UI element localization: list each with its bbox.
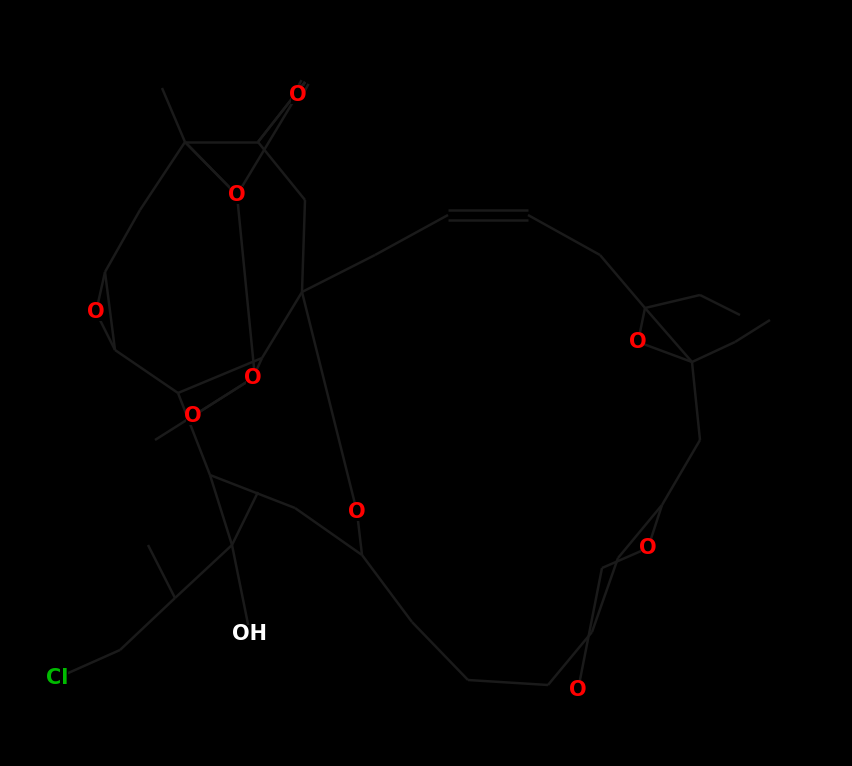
Text: O: O bbox=[629, 332, 646, 352]
Text: O: O bbox=[638, 538, 656, 558]
Text: O: O bbox=[184, 406, 202, 426]
Bar bbox=[239, 625, 261, 643]
Bar bbox=[46, 669, 68, 687]
Bar bbox=[350, 503, 363, 521]
Bar bbox=[571, 681, 584, 699]
Bar bbox=[641, 539, 653, 557]
Bar bbox=[630, 333, 644, 351]
Bar bbox=[246, 369, 259, 387]
Text: O: O bbox=[348, 502, 366, 522]
Text: O: O bbox=[289, 85, 307, 105]
Text: O: O bbox=[568, 680, 586, 700]
Bar bbox=[89, 303, 102, 321]
Bar bbox=[230, 186, 243, 204]
Text: O: O bbox=[244, 368, 262, 388]
Text: OH: OH bbox=[233, 624, 268, 644]
Bar bbox=[187, 407, 199, 425]
Text: Cl: Cl bbox=[46, 668, 68, 688]
Text: O: O bbox=[87, 302, 105, 322]
Text: O: O bbox=[228, 185, 245, 205]
Bar bbox=[291, 86, 304, 104]
